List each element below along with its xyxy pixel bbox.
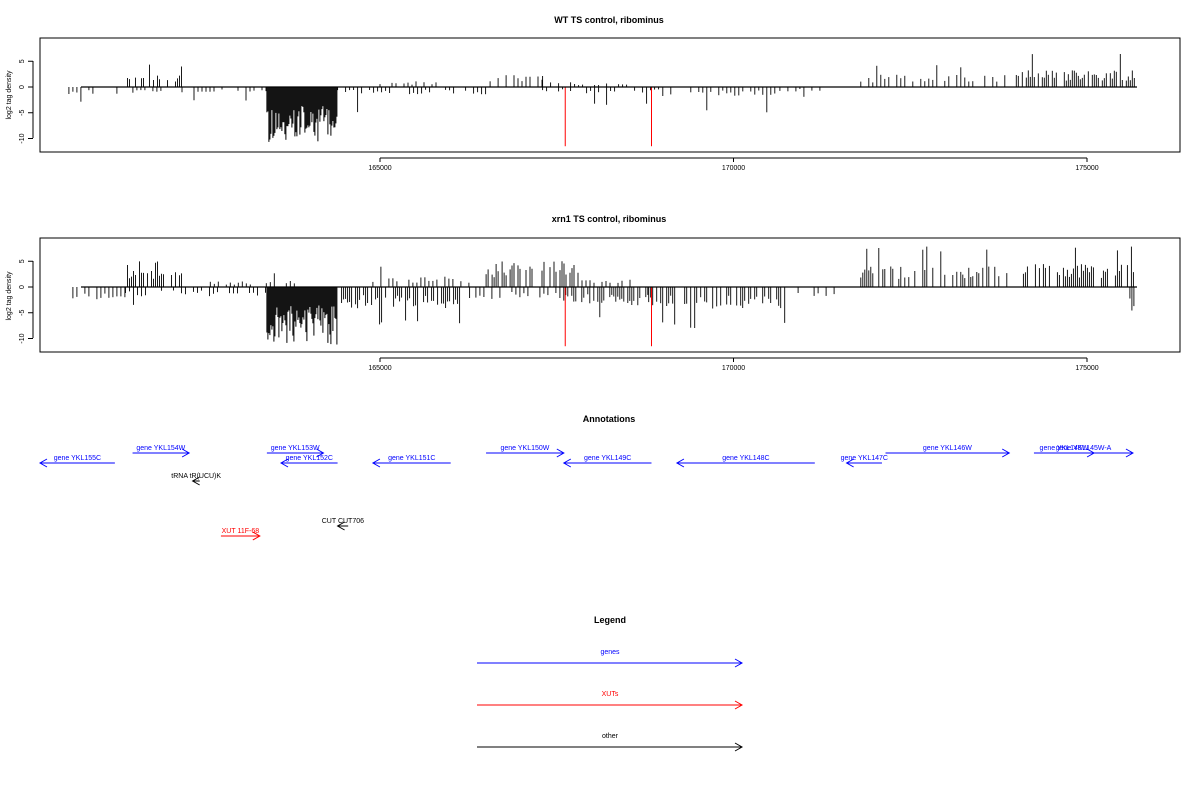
- x-axis: 165000 170000 175000: [368, 157, 1099, 172]
- annotation-feature: gene YKL154W: [132, 445, 191, 458]
- y-tick-label: -5: [19, 310, 26, 316]
- feature-label: gene YKL146W: [923, 445, 972, 452]
- legend-item: other: [477, 733, 744, 752]
- feature-label: CUT CUT706: [322, 518, 364, 525]
- feature-label: tRNA tR(UCU)K: [171, 473, 221, 480]
- feature-arrow-head: [191, 476, 200, 486]
- feature-label: gene YKL155C: [54, 455, 101, 462]
- y-tick-label: 0: [19, 285, 26, 289]
- feature-arrow-head: [280, 458, 289, 468]
- feature-label: gene YKL154W: [136, 445, 185, 452]
- x-tick-label: 175000: [1075, 365, 1098, 372]
- y-tick-label: 5: [19, 59, 26, 63]
- annotation-feature: gene YKL150W: [486, 445, 565, 458]
- annotation-feature: gene YKL146W: [885, 445, 1011, 458]
- annotation-feature: tRNA tR(UCU)K: [171, 473, 221, 486]
- feature-label: XUT 11F-68: [222, 528, 260, 535]
- plot-frame: [39, 37, 1181, 153]
- annotation-feature: gene YKL155C: [38, 455, 115, 468]
- feature-arrow-head: [734, 700, 744, 710]
- legend-item: genes: [477, 649, 744, 668]
- feature-label: gene YKL152C: [286, 455, 333, 462]
- x-tick-label: 165000: [368, 165, 391, 172]
- annotation-feature: gene YKL152C: [280, 455, 338, 468]
- feature-arrow-head: [675, 458, 685, 468]
- xrn1-coverage-panel: xrn1 TS control, ribominus log2 tag dens…: [6, 214, 1181, 372]
- annotation-feature: gene YKL153W: [266, 445, 325, 458]
- panel-title: xrn1 TS control, ribominus: [552, 214, 667, 224]
- feature-arrow-head: [562, 458, 572, 468]
- feature-arrow-head: [1001, 448, 1011, 458]
- highlight-lines: [564, 287, 652, 347]
- x-tick-label: 170000: [722, 365, 745, 372]
- annotations-title: Annotations: [583, 414, 636, 424]
- feature-label: gene YKL150W: [500, 445, 549, 452]
- x-tick-label: 165000: [368, 365, 391, 372]
- y-tick-label: 0: [19, 85, 26, 89]
- feature-label: gene YKL147C: [841, 455, 888, 462]
- legend-item: XUTs: [477, 691, 744, 710]
- feature-arrow-head: [252, 531, 261, 541]
- legend-items: genes XUTs other: [477, 649, 744, 752]
- feature-label: gene YKL149C: [584, 455, 631, 462]
- feature-arrow-head: [845, 458, 854, 468]
- highlight-lines: [564, 87, 652, 147]
- y-tick-label: 5: [19, 259, 26, 263]
- feature-list: gene YKL155C gene YKL154W gene YKL153W gene…: [38, 445, 1134, 541]
- feature-arrow-head: [1125, 448, 1134, 458]
- feature-label: gene YKL151C: [388, 455, 435, 462]
- feature-label: gene YKL148C: [722, 455, 769, 462]
- coverage-bars: [72, 246, 1135, 345]
- feature-arrow-head: [1086, 448, 1096, 458]
- feature-label: gene YKL145W-A: [1056, 445, 1112, 452]
- feature-arrow-head: [316, 448, 325, 458]
- wt-coverage-panel: WT TS control, ribominus log2 tag densit…: [6, 15, 1181, 172]
- annotation-feature: gene YKL151C: [371, 455, 451, 468]
- feature-arrow-head: [181, 448, 191, 458]
- y-tick-label: -10: [19, 333, 26, 343]
- annotation-feature: gene YKL147C: [841, 455, 888, 468]
- legend-label: genes: [600, 649, 620, 656]
- annotation-feature: gene YKL148C: [675, 455, 815, 468]
- feature-arrow-head: [336, 521, 345, 531]
- y-tick-label: -10: [19, 133, 26, 143]
- feature-label: gene YKL153W: [271, 445, 320, 452]
- y-axis: -10 -5 0 5: [19, 259, 34, 344]
- feature-arrow-head: [734, 658, 744, 668]
- y-axis: -10 -5 0 5: [19, 59, 34, 144]
- y-tick-label: -5: [19, 110, 26, 116]
- annotation-feature: CUT CUT706: [322, 518, 364, 531]
- x-axis: 165000 170000 175000: [368, 357, 1099, 372]
- feature-arrow-head: [556, 448, 565, 458]
- x-tick-label: 170000: [722, 165, 745, 172]
- panel-title: WT TS control, ribominus: [554, 15, 664, 25]
- feature-arrow-head: [371, 458, 381, 468]
- y-axis-label: log2 tag density: [6, 271, 13, 321]
- plot-frame: [39, 237, 1181, 353]
- legend-title: Legend: [594, 615, 626, 625]
- feature-label: gene YKL145W: [1040, 445, 1089, 452]
- x-tick-label: 175000: [1075, 165, 1098, 172]
- feature-arrow-head: [734, 742, 744, 752]
- feature-arrow-head: [38, 458, 48, 468]
- annotation-feature: gene YKL149C: [562, 455, 652, 468]
- legend: Legend genes XUTs other: [477, 615, 744, 752]
- y-axis-label: log2 tag density: [6, 70, 13, 120]
- legend-label: other: [602, 733, 619, 740]
- annotation-feature: XUT 11F-68: [220, 528, 261, 541]
- legend-label: XUTs: [602, 691, 619, 698]
- annotation-feature: gene YKL145W: [1033, 445, 1096, 458]
